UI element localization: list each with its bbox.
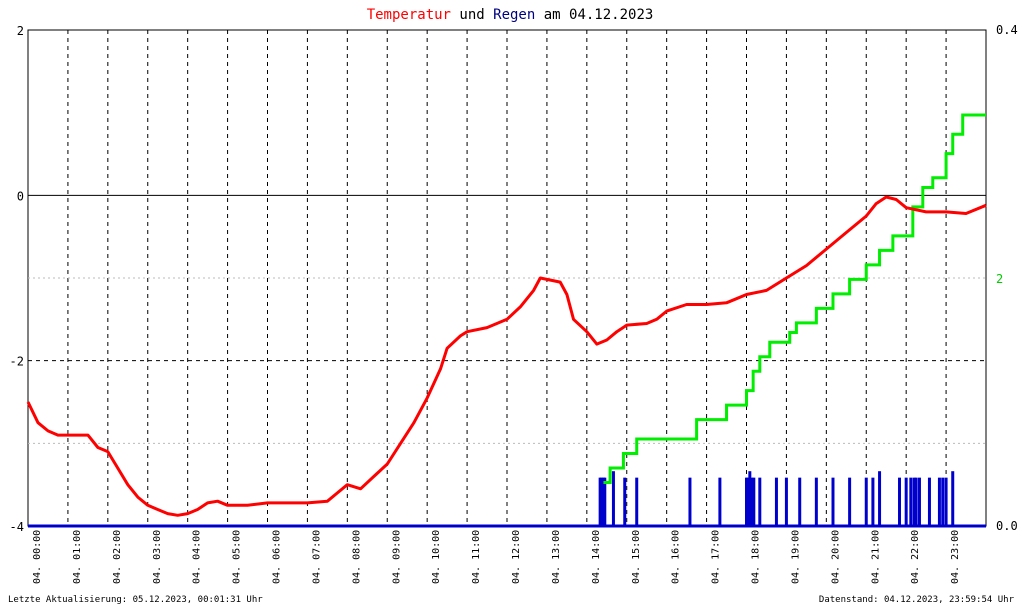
y-tick-label-left: 2 <box>17 24 24 38</box>
x-tick-label: 04. 04:00 <box>192 530 203 584</box>
x-tick-label: 04. 10:00 <box>431 530 442 584</box>
x-tick-label: 04. 09:00 <box>391 530 402 584</box>
x-tick-label: 04. 22:00 <box>910 530 921 584</box>
y-tick-label-right: 0.0 <box>996 519 1018 533</box>
footer-data-status: Datenstand: 04.12.2023, 23:59:54 Uhr <box>819 595 1015 605</box>
x-tick-label: 04. 23:00 <box>950 530 961 584</box>
y-tick-label-left: 0 <box>17 189 24 203</box>
axis-labels: 04. 00:00 04. 01:00 04. 02:00 04. 03:00 04. … <box>10 23 1018 584</box>
title-date: am 04.12.2023 <box>535 7 653 23</box>
y-tick-label-right: 2 <box>996 272 1003 286</box>
title-temperature: Temperatur <box>367 7 451 23</box>
x-tick-label: 04. 11:00 <box>471 530 482 584</box>
x-tick-label: 04. 18:00 <box>751 530 762 584</box>
x-tick-label: 04. 03:00 <box>152 530 163 584</box>
temperature-line <box>26 195 987 517</box>
x-tick-label: 04. 01:00 <box>72 530 83 584</box>
x-tick-label: 04. 08:00 <box>351 530 362 584</box>
x-tick-label: 04. 20:00 <box>830 530 841 584</box>
x-tick-label: 04. 14:00 <box>591 530 602 584</box>
x-tick-label: 04. 21:00 <box>870 530 881 584</box>
title-regen: Regen <box>493 7 535 23</box>
x-tick-label: 04. 06:00 <box>272 530 283 584</box>
grid <box>27 29 987 527</box>
x-tick-label: 04. 07:00 <box>311 530 322 584</box>
x-tick-label: 04. 02:00 <box>112 530 123 584</box>
chart-title: Temperatur und Regen am 04.12.2023 <box>367 7 654 23</box>
series <box>26 113 987 528</box>
x-tick-label: 04. 13:00 <box>551 530 562 584</box>
x-tick-label: 04. 15:00 <box>631 530 642 584</box>
x-tick-label: 04. 17:00 <box>711 530 722 584</box>
y-tick-label-left: -4 <box>10 520 24 534</box>
y-tick-label-right: 0.4 <box>996 23 1018 37</box>
x-tick-label: 04. 05:00 <box>232 530 243 584</box>
x-tick-label: 04. 16:00 <box>671 530 682 584</box>
title-und: und <box>451 7 493 23</box>
footer-last-update: Letzte Aktualisierung: 05.12.2023, 00:01… <box>8 595 263 605</box>
rain-cumulative-line <box>603 113 986 484</box>
x-tick-label: 04. 19:00 <box>790 530 801 584</box>
y-tick-label-left: -2 <box>10 355 24 369</box>
x-tick-label: 04. 00:00 <box>32 530 43 584</box>
x-tick-label: 04. 12:00 <box>511 530 522 584</box>
